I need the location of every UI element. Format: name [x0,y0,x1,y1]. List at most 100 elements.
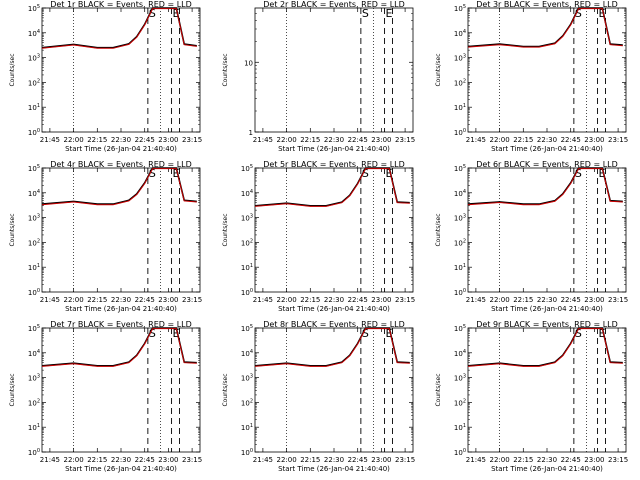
x-tick-label: 22:30 [324,456,344,464]
x-axis-label: Start Time (26-Jan-04 21:40:40) [278,465,390,473]
x-tick-label: 23:15 [395,136,415,144]
y-tick-label: 101 [28,423,40,432]
plot-frame [41,327,201,453]
detector-panel: Det 8r BLACK = Events, RED = LLD 100 101 10… [213,320,426,480]
y-tick-label: 102 [28,78,40,87]
y-tick-label: 101 [28,103,40,112]
series-lld [254,168,410,207]
y-tick-label: 104 [454,349,466,358]
detector-panel: Det 5r BLACK = Events, RED = LLD 100 101 10… [213,160,426,320]
x-tick-label: 21:45 [253,456,273,464]
detector-chart: Det 7r BLACK = Events, RED = LLD 100 101 10… [9,320,202,473]
y-tick-label: 105 [454,324,466,333]
detector-panel: Det 2r BLACK = Events, RED = LLD 1 10 Count… [213,0,426,160]
detector-panel: Det 3r BLACK = Events, RED = LLD 100 101 10… [426,0,639,160]
y-tick-label: 103 [28,374,40,383]
x-tick-label: 22:30 [324,296,344,304]
y-tick-label: 103 [28,54,40,63]
y-tick-label: 102 [241,238,253,247]
y-tick-label: 104 [241,189,253,198]
y-axis-label: Counts/sec [9,373,16,406]
y-tick-label: 100 [454,288,466,297]
panel-title: Det 5r BLACK = Events, RED = LLD [263,160,405,169]
y-tick-label: 105 [241,164,253,173]
y-tick-label: 104 [28,29,40,38]
x-tick-label: 22:15 [87,296,107,304]
x-tick-label: 22:00 [277,456,297,464]
marker-label-e: E [173,7,180,20]
plot-frame [254,327,414,453]
y-tick-label: 100 [28,288,40,297]
marker-label-s: S [362,7,369,20]
x-tick-label: 21:45 [40,296,60,304]
y-axis-label: Counts/sec [222,213,229,246]
x-tick-label: 22:30 [324,136,344,144]
x-tick-label: 21:45 [253,136,273,144]
x-tick-label: 23:15 [395,456,415,464]
detector-panel: Det 1r BLACK = Events, RED = LLD 100 101 10… [0,0,213,160]
y-tick-label: 101 [28,263,40,272]
x-tick-label: 22:00 [490,136,510,144]
y-tick-label: 100 [28,128,40,137]
x-tick-label: 22:45 [348,296,368,304]
panel-title: Det 9r BLACK = Events, RED = LLD [476,320,618,329]
plot-frame [41,167,201,293]
x-tick-label: 23:00 [158,296,178,304]
y-tick-label: 100 [241,288,253,297]
x-axis-label: Start Time (26-Jan-04 21:40:40) [65,305,177,313]
y-axis-label: Counts/sec [9,213,16,246]
y-axis-label: Counts/sec [435,373,442,406]
series-lld [41,328,197,367]
x-tick-label: 22:30 [111,456,131,464]
detector-chart: Det 5r BLACK = Events, RED = LLD 100 101 10… [222,160,415,313]
marker-label-e: E [599,7,606,20]
y-tick-label: 1 [249,129,253,137]
y-tick-label: 101 [454,103,466,112]
y-tick-label: 101 [454,423,466,432]
x-tick-label: 22:45 [135,296,155,304]
x-tick-label: 21:45 [40,456,60,464]
x-tick-label: 21:45 [466,296,486,304]
x-axis-label: Start Time (26-Jan-04 21:40:40) [491,305,603,313]
plot-frame [467,7,627,133]
y-axis-label: Counts/sec [222,53,229,86]
panel-title: Det 1r BLACK = Events, RED = LLD [50,0,192,9]
detector-chart: Det 8r BLACK = Events, RED = LLD 100 101 10… [222,320,415,473]
y-tick-label: 104 [241,349,253,358]
marker-label-s: S [575,7,582,20]
y-tick-label: 101 [241,423,253,432]
x-tick-label: 22:00 [64,456,84,464]
x-tick-label: 22:00 [64,296,84,304]
marker-label-s: S [149,167,156,180]
panel-title: Det 8r BLACK = Events, RED = LLD [263,320,405,329]
x-tick-label: 23:15 [608,296,628,304]
detector-chart: Det 4r BLACK = Events, RED = LLD 100 101 10… [9,160,202,313]
x-tick-label: 23:15 [182,456,202,464]
x-tick-label: 22:45 [348,456,368,464]
y-tick-label: 103 [454,374,466,383]
x-tick-label: 23:00 [158,456,178,464]
y-tick-label: 101 [454,263,466,272]
marker-label-e: E [173,327,180,340]
x-axis-label: Start Time (26-Jan-04 21:40:40) [278,305,390,313]
detector-panel: Det 6r BLACK = Events, RED = LLD 100 101 10… [426,160,639,320]
marker-label-e: E [599,327,606,340]
x-tick-label: 22:30 [537,456,557,464]
x-tick-label: 23:00 [371,456,391,464]
panel-title: Det 3r BLACK = Events, RED = LLD [476,0,618,9]
series-lld [41,168,197,206]
series-lld [467,328,623,367]
y-tick-label: 103 [28,214,40,223]
plot-frame [41,7,201,133]
detector-panel: Det 7r BLACK = Events, RED = LLD 100 101 10… [0,320,213,480]
series-lld [41,8,197,49]
marker-label-s: S [362,167,369,180]
detector-panel: Det 9r BLACK = Events, RED = LLD 100 101 10… [426,320,639,480]
y-tick-label: 104 [454,189,466,198]
y-tick-label: 104 [454,29,466,38]
panel-title: Det 4r BLACK = Events, RED = LLD [50,160,192,169]
y-tick-label: 102 [454,78,466,87]
panel-title: Det 2r BLACK = Events, RED = LLD [263,0,405,9]
y-tick-label: 100 [241,448,253,457]
